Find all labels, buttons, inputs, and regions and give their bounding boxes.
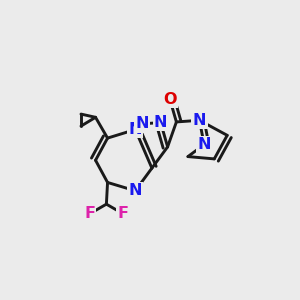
Text: N: N xyxy=(128,183,142,198)
Text: N: N xyxy=(193,113,206,128)
Text: N: N xyxy=(136,116,149,131)
Text: N: N xyxy=(128,122,142,137)
Text: N: N xyxy=(154,115,167,130)
Text: O: O xyxy=(163,92,177,107)
Text: F: F xyxy=(84,206,95,221)
Text: N: N xyxy=(197,137,211,152)
Text: F: F xyxy=(118,206,129,221)
